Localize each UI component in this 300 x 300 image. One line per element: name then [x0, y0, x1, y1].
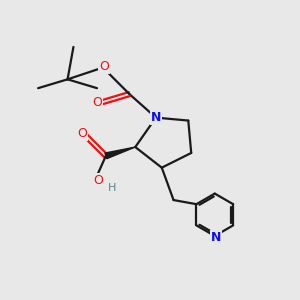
Text: O: O: [99, 60, 109, 73]
Text: N: N: [151, 111, 161, 124]
Text: N: N: [211, 231, 221, 244]
Text: H: H: [107, 183, 116, 193]
Polygon shape: [105, 147, 135, 159]
Text: O: O: [94, 174, 103, 188]
Text: O: O: [92, 96, 102, 110]
Text: O: O: [77, 127, 87, 140]
